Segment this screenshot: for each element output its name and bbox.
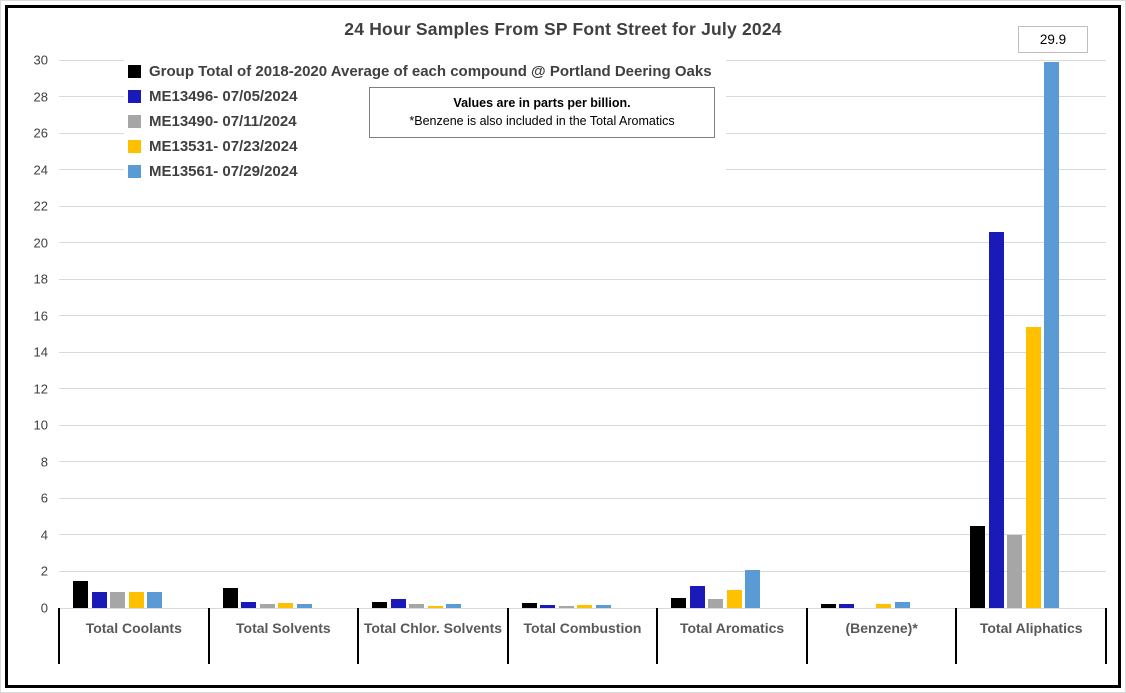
chart-title: 24 Hour Samples From SP Font Street for …: [344, 19, 782, 39]
category-separator-tick: [955, 608, 958, 664]
bar-total-solvents-s0: [222, 587, 238, 608]
bar-total-chlor-solvents-s2: [409, 604, 425, 608]
y-axis-tick-label: 18: [33, 271, 48, 287]
category-separator-tick: [207, 608, 210, 664]
gridline: [59, 570, 1106, 572]
legend-swatch: [128, 140, 141, 153]
gridline: [59, 388, 1106, 390]
bar-total-chlor-solvents-s0: [372, 601, 388, 608]
data-label-29-9: 29.9: [1018, 26, 1088, 53]
bar-total-combustion-s0: [521, 603, 537, 608]
category-label: Total Coolants: [85, 620, 182, 636]
gridline: [59, 242, 1106, 244]
bar-total-aliphatics-s1: [988, 231, 1004, 608]
y-axis-tick-label: 22: [33, 198, 48, 214]
legend-swatch: [128, 90, 141, 103]
legend-label: ME13531- 07/23/2024: [149, 138, 298, 155]
gridline: [59, 351, 1106, 353]
y-axis-tick-label: 0: [40, 600, 48, 616]
bar-total-aromatics-s1: [689, 586, 705, 608]
legend-item: ME13496- 07/05/2024: [128, 84, 712, 109]
bar-benzene-s3: [876, 604, 892, 608]
bar-total-aromatics-s3: [726, 589, 742, 608]
legend-item: ME13531- 07/23/2024: [128, 134, 712, 159]
y-axis-tick-label: 16: [33, 308, 48, 324]
bar-total-solvents-s4: [296, 604, 312, 608]
bar-total-aliphatics-s4: [1044, 61, 1060, 608]
y-axis-tick-label: 26: [33, 125, 48, 141]
bar-total-chlor-solvents-s3: [427, 606, 443, 608]
bar-total-chlor-solvents-s1: [390, 598, 406, 608]
category-separator-tick: [1105, 608, 1107, 664]
y-axis-tick-label: 20: [33, 235, 48, 251]
bar-total-coolants-s4: [147, 591, 162, 608]
gridline: [59, 461, 1106, 463]
bar-total-coolants-s3: [128, 592, 144, 608]
gridline: [59, 497, 1106, 499]
annotation-line-2: *Benzene is also included in the Total A…: [409, 114, 675, 129]
y-axis-tick-label: 2: [40, 563, 48, 579]
bar-total-aromatics-s0: [671, 597, 687, 608]
y-axis-tick-label: 8: [40, 454, 48, 470]
category-separator-tick: [656, 608, 659, 664]
category-label: (Benzene)*: [845, 620, 918, 636]
bar-total-coolants-s0: [73, 580, 88, 608]
y-axis-tick-label: 28: [33, 89, 48, 105]
legend-item: Group Total of 2018-2020 Average of each…: [128, 59, 712, 84]
gridline: [59, 607, 1106, 609]
category-label: Total Aromatics: [679, 620, 785, 636]
bar-total-aromatics-s2: [708, 598, 724, 608]
legend-label: ME13496- 07/05/2024: [149, 88, 298, 105]
gridline: [59, 205, 1106, 207]
bar-total-combustion-s1: [540, 605, 556, 608]
category-separator-tick: [58, 608, 60, 664]
annotation-box: Values are in parts per billion. *Benzen…: [369, 87, 715, 139]
category-separator-tick: [357, 608, 360, 664]
legend-item: ME13490- 07/11/2024: [128, 109, 712, 134]
y-axis-tick-label: 4: [40, 527, 48, 543]
bar-total-chlor-solvents-s4: [446, 604, 462, 608]
bar-total-aliphatics-s2: [1007, 534, 1023, 608]
bar-total-aliphatics-s0: [970, 525, 986, 608]
bar-benzene-s1: [839, 604, 855, 608]
legend-swatch: [128, 115, 141, 128]
legend-label: ME13561- 07/29/2024: [149, 163, 298, 180]
bar-total-solvents-s2: [259, 604, 275, 608]
bar-benzene-s0: [820, 604, 836, 608]
y-axis-tick-label: 6: [40, 490, 48, 506]
y-axis-tick-label: 24: [33, 162, 48, 178]
legend-label: ME13490- 07/11/2024: [149, 113, 297, 130]
y-axis-tick-label: 10: [33, 417, 48, 433]
chart-frame: 24 Hour Samples From SP Font Street for …: [5, 5, 1121, 688]
bar-total-combustion-s2: [558, 606, 574, 608]
bar-total-combustion-s3: [577, 605, 593, 608]
gridline: [59, 278, 1106, 280]
category-label: Total Solvents: [236, 620, 331, 636]
annotation-line-1: Values are in parts per billion.: [453, 96, 631, 110]
category-separator-tick: [506, 608, 509, 664]
y-axis-tick-label: 14: [33, 344, 48, 360]
gridline: [59, 424, 1106, 426]
bar-total-coolants-s2: [110, 592, 125, 608]
bar-total-solvents-s1: [241, 601, 257, 608]
bar-total-aliphatics-s3: [1025, 326, 1041, 608]
bar-total-combustion-s4: [595, 605, 611, 608]
gridline: [59, 315, 1106, 317]
category-separator-tick: [805, 608, 808, 664]
legend-swatch: [128, 165, 141, 178]
category-label: Total Aliphatics: [979, 620, 1083, 636]
legend-label: Group Total of 2018-2020 Average of each…: [149, 63, 712, 80]
y-axis-tick-label: 30: [33, 52, 48, 68]
bar-total-coolants-s1: [91, 591, 107, 608]
legend-swatch: [128, 65, 141, 78]
gridline: [59, 534, 1106, 536]
bar-benzene-s4: [894, 601, 910, 608]
y-axis-tick-label: 12: [33, 381, 48, 397]
bar-total-aromatics-s4: [745, 569, 761, 608]
category-label: Total Chlor. Solvents: [363, 620, 503, 636]
category-label: Total Combustion: [523, 620, 642, 636]
bar-total-solvents-s3: [278, 603, 294, 608]
legend-item: ME13561- 07/29/2024: [128, 159, 712, 184]
